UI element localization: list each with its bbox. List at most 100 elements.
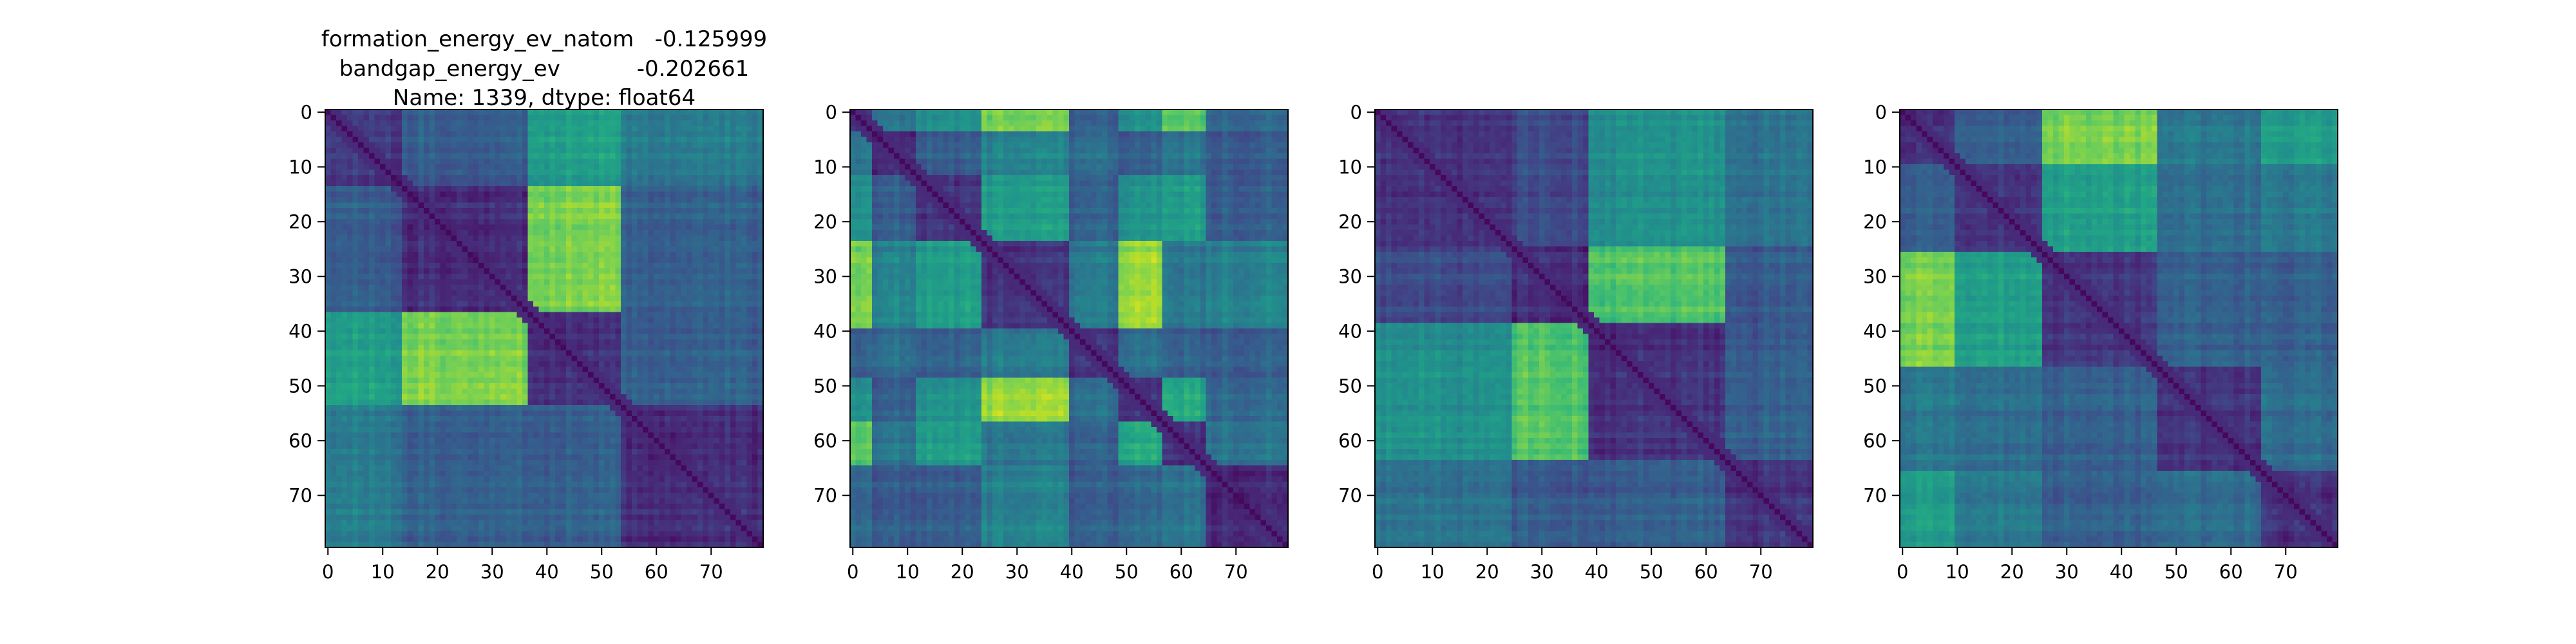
heatmap-cell bbox=[555, 443, 561, 450]
heatmap-cell bbox=[599, 186, 605, 192]
heatmap-cell bbox=[746, 383, 753, 389]
heatmap-cell bbox=[714, 208, 720, 214]
heatmap-cell bbox=[358, 296, 364, 301]
heatmap-cell bbox=[610, 345, 616, 351]
heatmap-cell bbox=[516, 301, 523, 307]
heatmap-cell bbox=[511, 377, 517, 384]
heatmap-cell bbox=[363, 246, 370, 252]
heatmap-cell bbox=[325, 169, 331, 176]
heatmap-cell bbox=[692, 372, 698, 378]
heatmap-cell bbox=[659, 355, 665, 362]
heatmap-cell bbox=[665, 153, 670, 159]
heatmap-cell bbox=[752, 137, 758, 143]
heatmap-cell bbox=[500, 191, 506, 198]
heatmap-cell bbox=[741, 405, 747, 411]
heatmap-cell bbox=[757, 235, 764, 242]
heatmap-cell bbox=[719, 219, 725, 225]
heatmap-cell bbox=[555, 383, 561, 389]
heatmap-cell bbox=[560, 230, 567, 236]
heatmap-cell bbox=[593, 355, 600, 362]
heatmap-cell bbox=[588, 323, 594, 329]
heatmap-cell bbox=[615, 377, 621, 384]
heatmap-cell bbox=[730, 180, 736, 187]
heatmap-cell bbox=[407, 350, 413, 356]
heatmap-cell bbox=[325, 323, 331, 329]
heatmap-cell bbox=[549, 416, 556, 422]
heatmap-cell bbox=[468, 372, 473, 378]
heatmap-cell bbox=[681, 301, 687, 307]
heatmap-cell bbox=[325, 219, 331, 225]
heatmap-cell bbox=[730, 361, 736, 367]
heatmap-cell bbox=[648, 268, 654, 274]
heatmap-cell bbox=[615, 317, 621, 323]
heatmap-cell bbox=[626, 235, 632, 242]
heatmap-cell bbox=[632, 126, 638, 132]
heatmap-cell bbox=[703, 377, 709, 384]
heatmap-cell bbox=[369, 268, 375, 274]
heatmap-cell bbox=[369, 350, 375, 356]
heatmap-cell bbox=[451, 164, 457, 170]
heatmap-cell bbox=[571, 263, 578, 269]
heatmap-cell bbox=[659, 394, 665, 400]
heatmap-cell bbox=[440, 350, 446, 356]
heatmap-cell bbox=[757, 131, 764, 137]
heatmap-cell bbox=[746, 361, 753, 367]
heatmap-cell bbox=[566, 405, 572, 411]
heatmap-cell bbox=[757, 213, 764, 220]
heatmap-cell bbox=[413, 202, 419, 209]
heatmap-cell bbox=[741, 263, 747, 269]
heatmap-cell bbox=[407, 126, 413, 132]
heatmap-cell bbox=[424, 131, 430, 137]
heatmap-cell bbox=[325, 361, 331, 367]
heatmap-cell bbox=[588, 274, 594, 279]
heatmap-cell bbox=[336, 268, 342, 274]
heatmap-cell bbox=[757, 388, 764, 395]
heatmap-cell bbox=[566, 158, 572, 165]
heatmap-cell bbox=[730, 301, 736, 307]
heatmap-cell bbox=[632, 361, 638, 367]
heatmap-cell bbox=[708, 180, 714, 187]
heatmap-cell bbox=[391, 208, 397, 214]
heatmap-cell bbox=[446, 432, 451, 439]
heatmap-cell bbox=[724, 312, 731, 318]
heatmap-cell bbox=[714, 109, 720, 115]
heatmap-cell bbox=[413, 328, 419, 334]
heatmap-cell bbox=[352, 350, 359, 356]
heatmap-cell bbox=[741, 383, 747, 389]
heatmap-cell bbox=[560, 355, 567, 362]
heatmap-cell bbox=[555, 372, 561, 378]
heatmap-cell bbox=[714, 197, 720, 203]
heatmap-cell bbox=[385, 361, 392, 367]
heatmap-cell bbox=[462, 355, 468, 362]
heatmap-cell bbox=[330, 153, 337, 159]
heatmap-cell bbox=[374, 416, 381, 422]
heatmap-cell bbox=[555, 169, 561, 176]
heatmap-cell bbox=[719, 345, 725, 351]
heatmap-cell bbox=[516, 279, 523, 285]
heatmap-cell bbox=[566, 191, 572, 198]
heatmap-cell bbox=[588, 224, 594, 231]
heatmap-cell bbox=[637, 115, 643, 121]
heatmap-cell bbox=[730, 153, 736, 159]
heatmap-cell bbox=[708, 263, 714, 269]
heatmap-cell bbox=[489, 372, 495, 378]
heatmap-cell bbox=[730, 307, 736, 312]
heatmap-cell bbox=[527, 252, 534, 258]
heatmap-cell bbox=[429, 443, 435, 450]
heatmap-cell bbox=[473, 339, 479, 345]
heatmap-cell bbox=[495, 394, 501, 400]
heatmap-cell bbox=[473, 296, 479, 301]
heatmap-cell bbox=[577, 290, 583, 296]
heatmap-cell bbox=[538, 399, 545, 406]
heatmap-cell bbox=[676, 142, 681, 148]
heatmap-cell bbox=[599, 345, 605, 351]
heatmap-cell bbox=[330, 317, 337, 323]
heatmap-cell bbox=[533, 219, 539, 225]
heatmap-cell bbox=[577, 235, 583, 242]
heatmap-cell bbox=[440, 443, 446, 450]
heatmap-cell bbox=[396, 296, 402, 301]
heatmap-cell bbox=[719, 268, 725, 274]
heatmap-cell bbox=[391, 235, 397, 242]
heatmap-cell bbox=[735, 405, 742, 411]
heatmap-cell bbox=[435, 377, 440, 384]
